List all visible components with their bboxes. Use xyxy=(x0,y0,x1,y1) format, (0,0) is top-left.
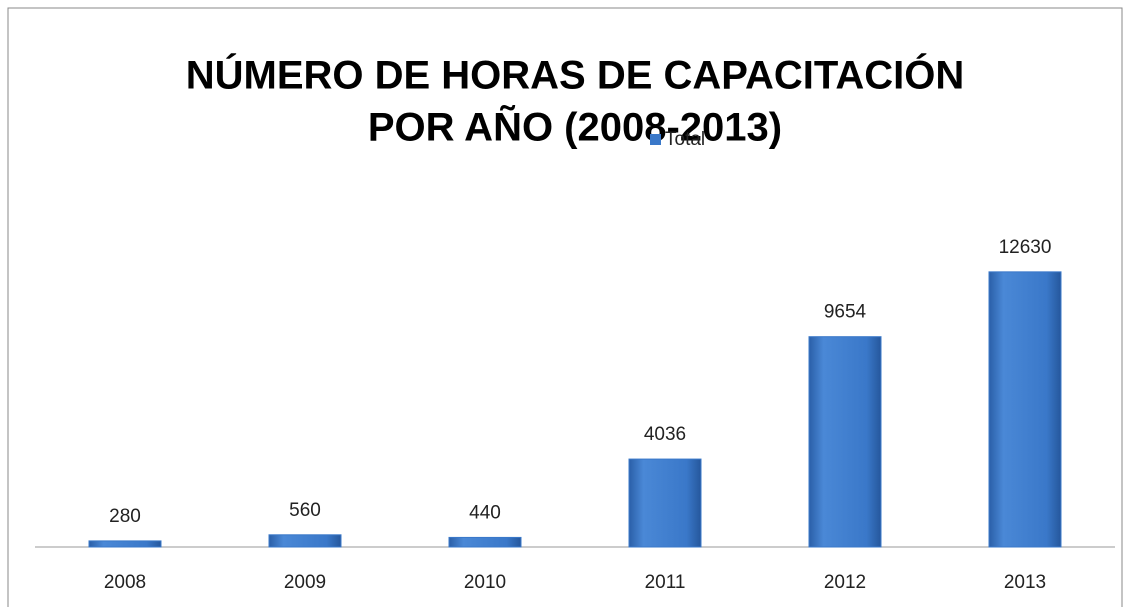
data-label: 4036 xyxy=(644,424,686,445)
bar xyxy=(88,540,162,548)
legend-swatch xyxy=(650,134,661,145)
bar xyxy=(988,271,1062,548)
bar xyxy=(808,336,882,548)
chart-title: NÚMERO DE HORAS DE CAPACITACIÓN xyxy=(186,52,965,98)
x-tick-label: 2009 xyxy=(284,572,326,593)
data-label: 560 xyxy=(289,500,321,521)
x-tick-label: 2008 xyxy=(104,572,146,593)
x-tick-label: 2012 xyxy=(824,572,866,593)
data-label: 280 xyxy=(109,506,141,527)
bar xyxy=(448,536,522,548)
bar xyxy=(628,458,702,548)
data-label: 9654 xyxy=(824,302,867,323)
chart-frame xyxy=(7,7,1123,607)
data-label: 440 xyxy=(469,502,501,523)
x-tick-label: 2013 xyxy=(1004,572,1046,593)
legend-label: Total xyxy=(665,129,705,150)
bar xyxy=(268,534,342,548)
x-tick-label: 2010 xyxy=(464,572,506,593)
data-label: 12630 xyxy=(999,237,1052,258)
chart-title: POR AÑO (2008-2013) xyxy=(368,104,782,150)
x-tick-label: 2011 xyxy=(645,572,686,593)
